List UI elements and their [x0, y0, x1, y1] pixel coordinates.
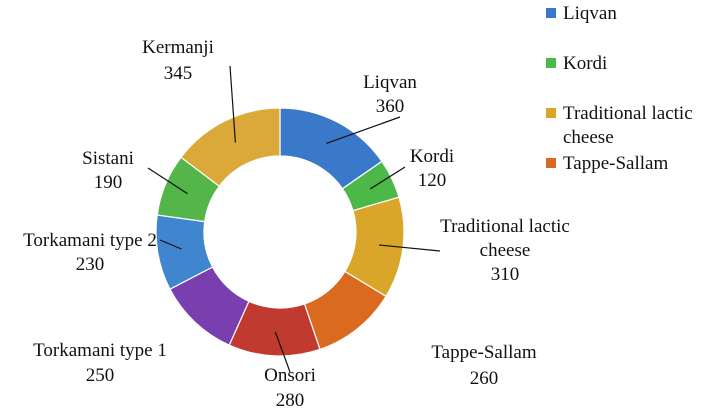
legend-label-liqvan: Liqvan	[563, 3, 617, 24]
leader-line-traditional-lactic-cheese	[379, 244, 441, 252]
data-label-value-kermanji: 345	[164, 63, 193, 84]
legend-item-tappe-sallam: Tappe-Sallam	[546, 153, 668, 174]
legend: Liqvan Kordi Traditional lactic cheese Tappe…	[546, 3, 693, 174]
data-label-name-torkamani-type-2: Torkamani type 2	[23, 230, 157, 251]
data-label-value-traditional-lactic-cheese: 310	[491, 264, 520, 285]
legend-swatch-kordi	[546, 58, 556, 68]
legend-item-kordi: Kordi	[546, 53, 607, 74]
data-label-name-traditional-lactic-cheese: Traditional lactic	[440, 216, 570, 237]
data-label-value-sistani: 190	[94, 172, 123, 193]
data-label-value-torkamani-type-1: 250	[86, 365, 115, 386]
donut-slices	[155, 107, 405, 357]
legend-item-liqvan: Liqvan	[546, 3, 617, 24]
leader-line-onsori	[274, 331, 291, 373]
leader-line-kermanji	[229, 65, 237, 143]
data-label-name-onsori: Onsori	[264, 365, 316, 386]
legend-swatch-liqvan	[546, 8, 556, 18]
data-label-name-kermanji: Kermanji	[142, 37, 214, 58]
leader-line-torkamani-type-2	[159, 239, 182, 250]
leader-line-sistani	[147, 167, 188, 195]
data-label-value-kordi: 120	[418, 170, 447, 191]
legend-swatch-traditional-lactic-cheese	[546, 108, 556, 118]
data-label-name-sistani: Sistani	[82, 148, 134, 169]
leader-line-kordi	[369, 166, 406, 190]
data-label-value-liqvan: 360	[376, 96, 405, 117]
legend-label-tappe-sallam: Tappe-Sallam	[563, 153, 668, 174]
data-label-name-torkamani-type-1: Torkamani type 1	[33, 340, 167, 361]
legend-swatch-tappe-sallam	[546, 158, 556, 168]
data-label-name-traditional-lactic-cheese: cheese	[480, 240, 531, 261]
leader-lines	[147, 65, 441, 373]
legend-item-traditional-lactic-cheese: Traditional lactic cheese	[546, 103, 693, 148]
slice-kermanji	[180, 107, 281, 188]
data-label-name-kordi: Kordi	[410, 146, 454, 167]
data-labels: Liqvan 360 Kordi 120 Traditional lactic chees…	[23, 37, 570, 411]
data-label-value-torkamani-type-2: 230	[76, 254, 105, 275]
data-label-value-tappe-sallam: 260	[470, 368, 499, 389]
data-label-value-onsori: 280	[276, 390, 305, 411]
data-label-name-tappe-sallam: Tappe-Sallam	[431, 342, 536, 363]
leader-line-liqvan	[326, 116, 401, 144]
legend-label-traditional-lactic-cheese: Traditional lactic	[563, 103, 693, 124]
data-label-name-liqvan: Liqvan	[363, 72, 417, 93]
legend-label-traditional-lactic-cheese: cheese	[563, 127, 614, 148]
legend-label-kordi: Kordi	[563, 53, 607, 74]
